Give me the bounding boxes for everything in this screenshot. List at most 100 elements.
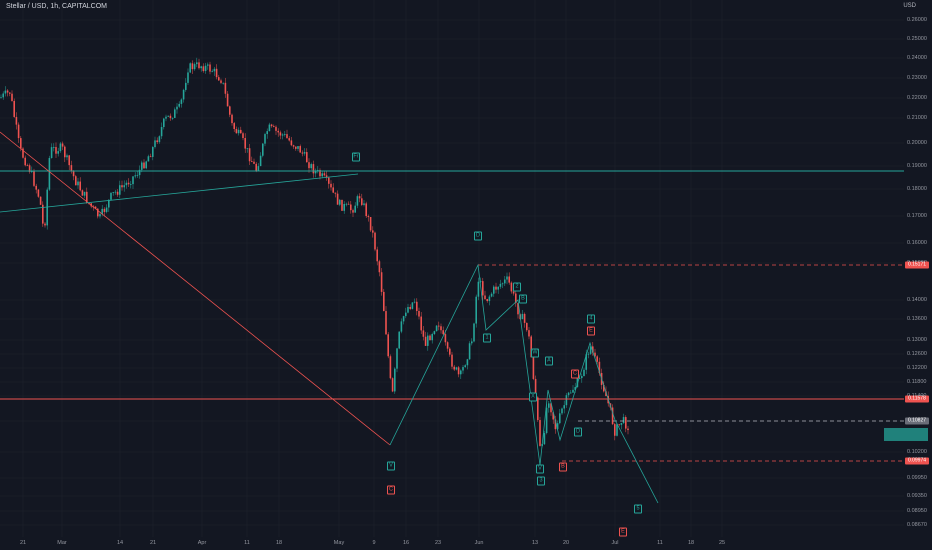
candle-body bbox=[345, 203, 348, 205]
candle-body bbox=[475, 296, 477, 324]
candle-body bbox=[264, 134, 266, 144]
time-axis-label: 18 bbox=[275, 540, 283, 546]
candle-body bbox=[110, 192, 112, 200]
wave-label: V bbox=[387, 461, 395, 471]
candle-body bbox=[567, 392, 570, 396]
candle-body bbox=[310, 164, 312, 169]
candle-body bbox=[138, 169, 141, 176]
candle-body bbox=[99, 214, 101, 217]
candle-body bbox=[4, 90, 7, 94]
candle-body bbox=[204, 65, 207, 72]
candle-body bbox=[6, 90, 9, 93]
candle-body bbox=[97, 208, 99, 217]
candle-body bbox=[572, 389, 574, 393]
candle-body bbox=[376, 249, 378, 262]
time-axis-label: 13 bbox=[531, 540, 539, 546]
candle-body bbox=[614, 424, 616, 436]
candle-body bbox=[383, 291, 385, 312]
time-axis-label: 21 bbox=[19, 540, 27, 546]
candle-body bbox=[152, 147, 154, 157]
candle-body bbox=[213, 68, 216, 72]
candle-body bbox=[328, 177, 330, 184]
candle-body bbox=[365, 203, 367, 217]
candle-body bbox=[123, 185, 125, 188]
price-axis-label: 0.13600 bbox=[907, 316, 927, 322]
candle-body bbox=[44, 223, 46, 226]
candle-body bbox=[413, 301, 416, 303]
candle-body bbox=[187, 72, 189, 83]
time-axis-label: 21 bbox=[149, 540, 157, 546]
wave-label: B bbox=[559, 462, 567, 472]
candle-body bbox=[160, 127, 163, 137]
wave-label: C bbox=[387, 485, 395, 495]
position-box bbox=[884, 428, 928, 441]
candle-body bbox=[510, 282, 513, 292]
candle-body bbox=[149, 156, 152, 158]
time-axis-label: 11 bbox=[244, 540, 250, 546]
candle-body bbox=[169, 115, 172, 119]
candle-body bbox=[354, 205, 356, 213]
candle-body bbox=[28, 165, 31, 172]
candle-body bbox=[50, 147, 53, 159]
candle-body bbox=[394, 368, 396, 392]
chart-grid bbox=[0, 0, 904, 537]
wave-label: E bbox=[619, 527, 627, 537]
wave-label: A bbox=[545, 356, 553, 366]
candle-body bbox=[504, 279, 506, 284]
wave-label: 1 bbox=[483, 333, 491, 343]
candle-body bbox=[453, 366, 455, 370]
candle-body bbox=[301, 152, 304, 154]
candle-body bbox=[226, 93, 229, 107]
wave-label: B bbox=[519, 294, 527, 304]
candle-body bbox=[180, 99, 183, 104]
candle-body bbox=[497, 286, 499, 290]
wave-label: X bbox=[529, 392, 537, 402]
candle-body bbox=[42, 204, 44, 224]
candle-body bbox=[565, 395, 568, 406]
wave-label: 5 bbox=[634, 504, 642, 514]
candle-body bbox=[290, 140, 293, 146]
candle-body bbox=[578, 378, 581, 379]
price-axis-label: 0.08950 bbox=[907, 508, 927, 514]
candle-body bbox=[596, 356, 598, 362]
candle-body bbox=[517, 303, 519, 315]
candle-body bbox=[451, 354, 453, 367]
candle-body bbox=[493, 286, 495, 294]
candle-body bbox=[343, 204, 345, 211]
candle-body bbox=[262, 143, 264, 156]
candle-body bbox=[127, 182, 130, 185]
time-axis-label: Jun bbox=[474, 540, 484, 546]
candle-body bbox=[165, 116, 167, 119]
candle-body bbox=[508, 276, 510, 283]
candle-body bbox=[275, 126, 277, 131]
candle-body bbox=[279, 132, 282, 136]
candle-body bbox=[468, 343, 471, 360]
candle-body bbox=[323, 173, 326, 176]
candle-body bbox=[530, 336, 532, 358]
wave-label: C bbox=[571, 369, 579, 379]
candle-body bbox=[561, 408, 563, 414]
time-axis-label: 14 bbox=[116, 540, 124, 546]
candle-body bbox=[506, 276, 508, 280]
candle-body bbox=[585, 354, 587, 370]
candle-body bbox=[398, 331, 400, 349]
candle-body bbox=[0, 97, 2, 99]
candle-body bbox=[526, 322, 528, 331]
candle-body bbox=[347, 203, 350, 205]
candle-body bbox=[358, 196, 361, 199]
price-axis-label: 0.09950 bbox=[907, 475, 927, 481]
candle-body bbox=[198, 62, 200, 69]
candle-body bbox=[330, 183, 332, 188]
candle-body bbox=[446, 342, 449, 349]
candle-body bbox=[53, 147, 55, 148]
candle-body bbox=[380, 272, 383, 292]
candle-body bbox=[598, 361, 601, 373]
candle-body bbox=[444, 334, 447, 343]
candle-body bbox=[295, 146, 297, 149]
candle-body bbox=[543, 433, 546, 445]
candle-body bbox=[209, 64, 211, 72]
candle-body bbox=[438, 325, 440, 327]
candle-body bbox=[200, 66, 202, 69]
candle-body bbox=[235, 128, 238, 134]
